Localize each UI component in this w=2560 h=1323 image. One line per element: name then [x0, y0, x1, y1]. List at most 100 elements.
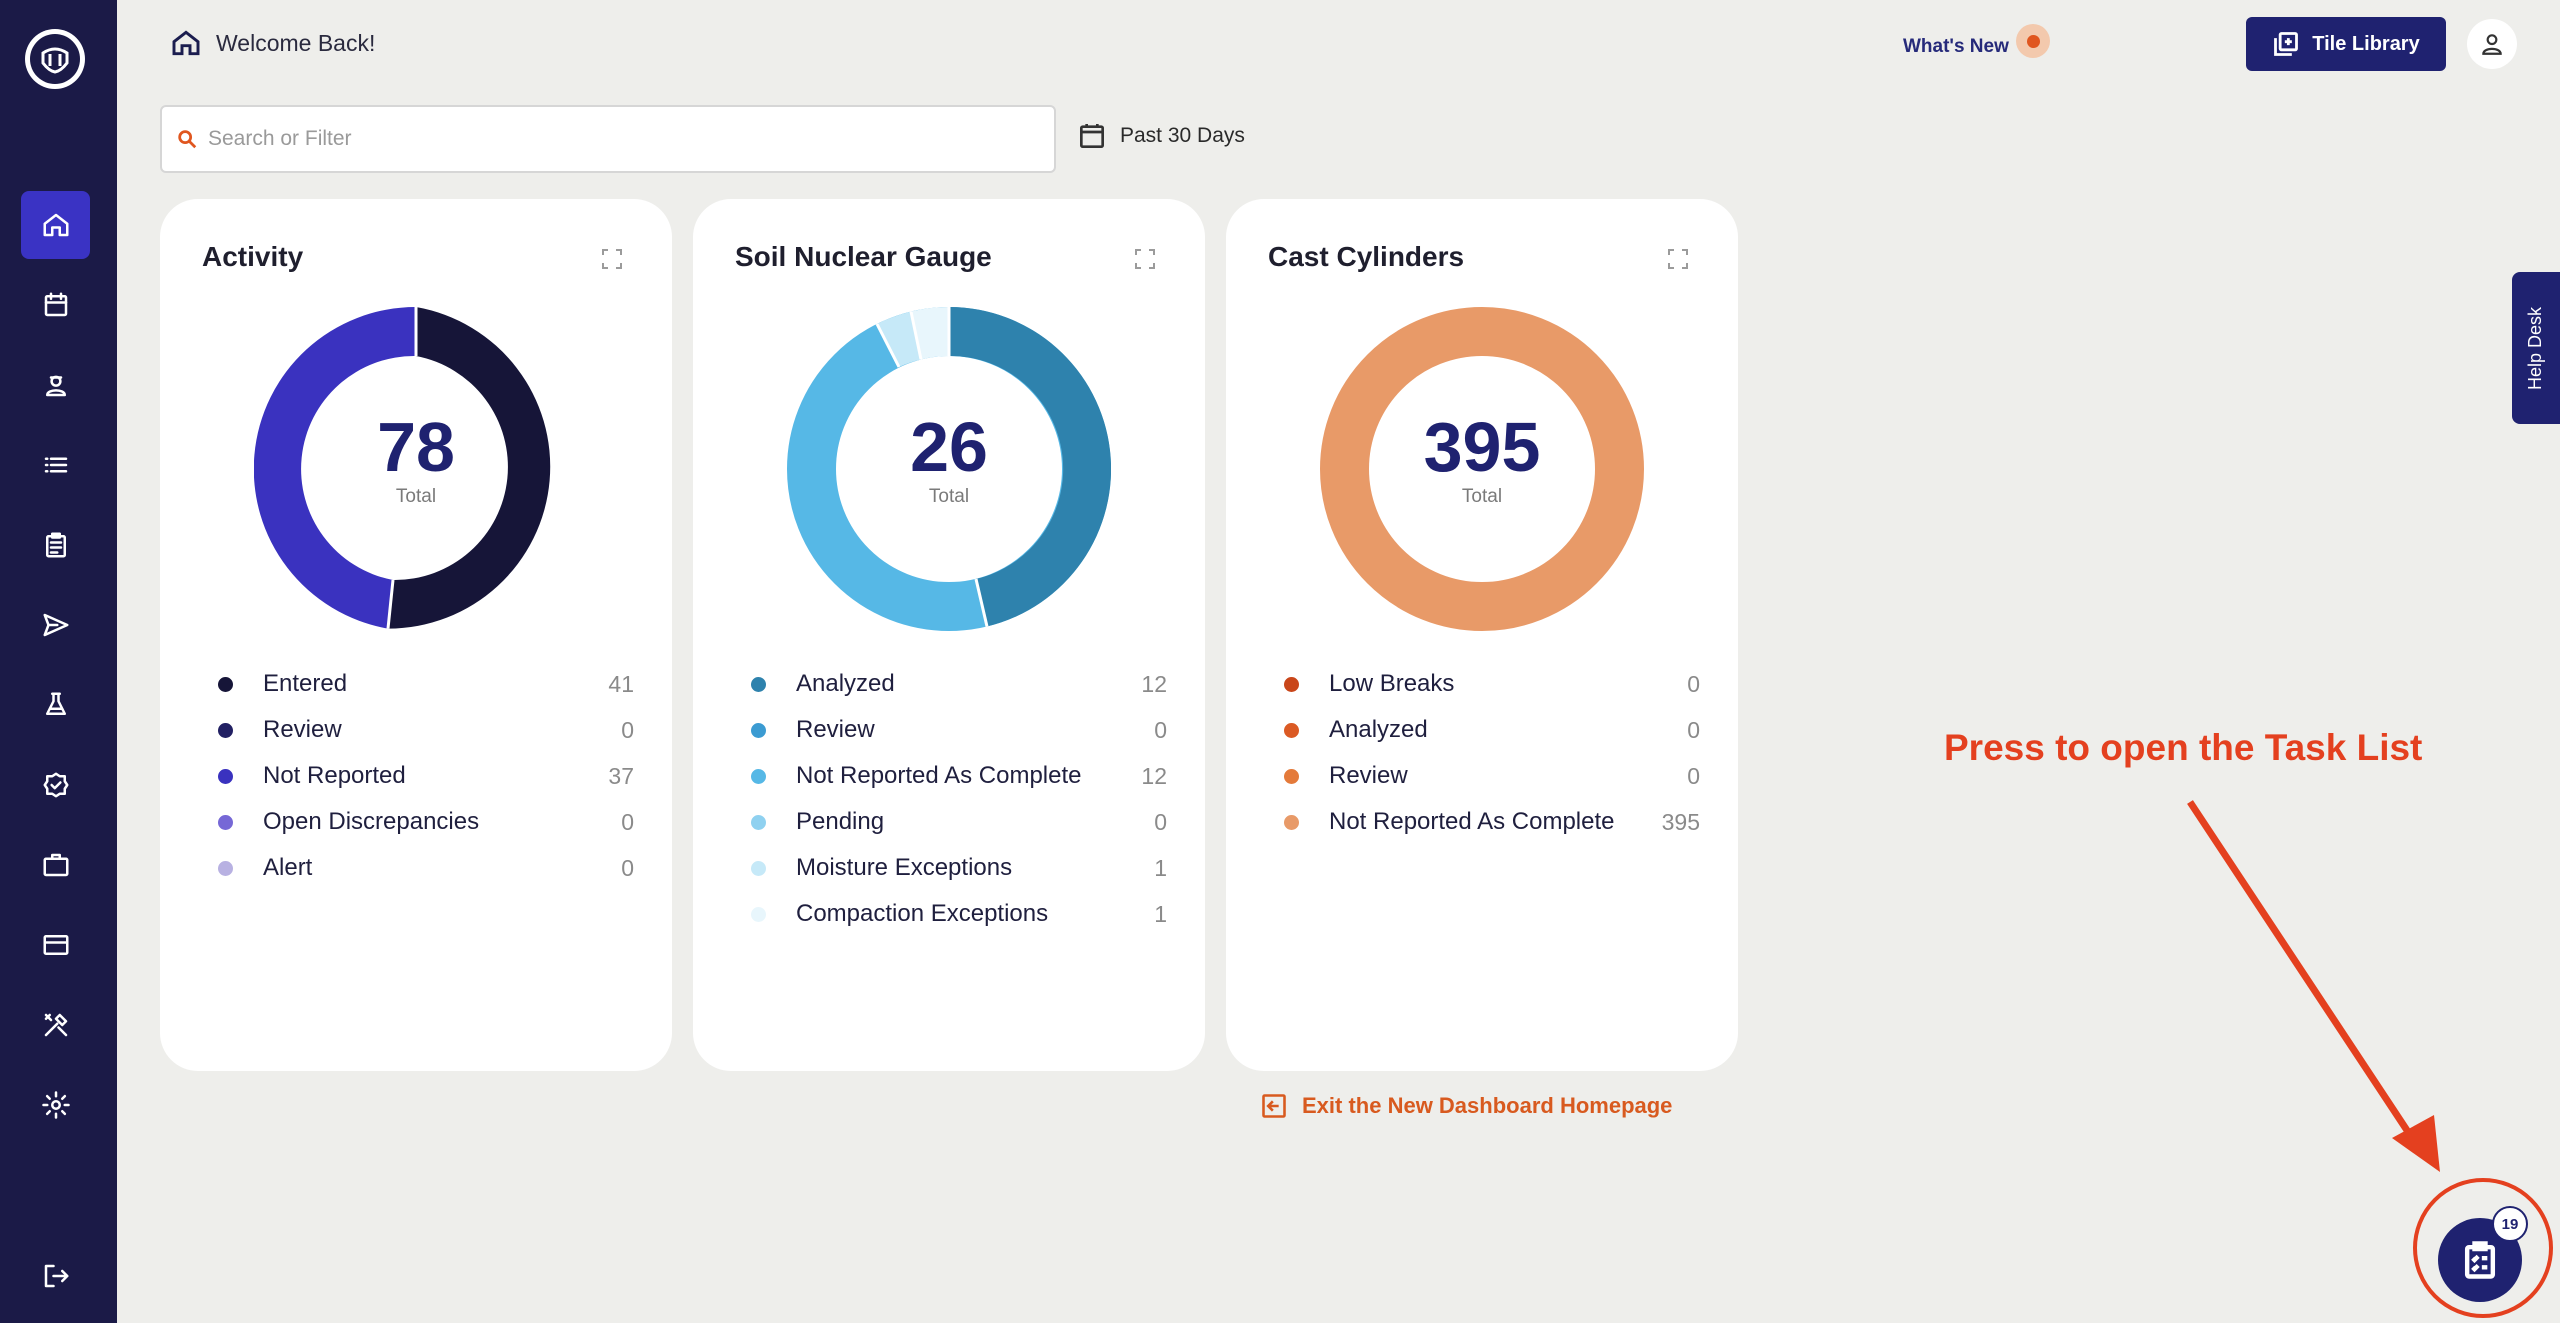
total-label: Total	[395, 486, 437, 507]
total-value: 26	[910, 408, 988, 486]
total-value: 78	[377, 408, 455, 486]
sidebar-item-list[interactable]	[21, 431, 90, 499]
legend-dot	[218, 860, 233, 876]
card-title: Soil Nuclear Gauge	[735, 241, 992, 272]
user-icon	[2482, 34, 2502, 55]
legend-label: Review	[263, 716, 342, 743]
welcome-text: Welcome Back!	[216, 29, 376, 56]
legend-item[interactable]: Analyzed 0	[1284, 707, 1700, 753]
legend-dot	[751, 906, 766, 922]
legend-label: Open Discrepancies	[263, 808, 480, 835]
legend-value: 0	[621, 716, 634, 743]
clipboard-icon	[45, 532, 66, 558]
sidebar-item-billing[interactable]	[21, 911, 90, 979]
app-logo[interactable]	[25, 29, 85, 89]
legend-value: 0	[621, 808, 634, 835]
sidebar-item-calendar[interactable]	[21, 271, 90, 339]
legend-item[interactable]: Alert 0	[218, 845, 634, 891]
sidebar-item-clipboard[interactable]	[21, 511, 90, 579]
exit-dashboard-link[interactable]: Exit the New Dashboard Homepage	[1260, 1092, 1672, 1120]
legend-dot	[218, 814, 233, 830]
legend-dot	[1284, 768, 1299, 784]
legend-value: 0	[1154, 808, 1167, 835]
legend-item[interactable]: Review 0	[751, 707, 1167, 753]
donut-segment-moisture	[877, 311, 921, 367]
gear-icon	[41, 1091, 70, 1119]
total-label: Total	[1461, 486, 1503, 507]
sidebar-item-lab[interactable]	[21, 671, 90, 739]
legend-value: 1	[1154, 854, 1167, 881]
legend-item[interactable]: Low Breaks 0	[1284, 661, 1700, 707]
cast-cylinders-card: Cast Cylinders 395 Total Low Breaks 0 An…	[1226, 199, 1738, 1071]
card-title: Cast Cylinders	[1268, 241, 1465, 272]
total-value: 395	[1423, 408, 1541, 486]
home-icon	[172, 30, 200, 56]
legend-label: Alert	[263, 854, 313, 881]
donut-segment-analyzed	[949, 306, 1112, 627]
donut-segment-not-reported	[253, 306, 416, 629]
legend-item[interactable]: Pending 0	[751, 799, 1167, 845]
sidebar-item-technician[interactable]	[21, 351, 90, 419]
legend-label: Compaction Exceptions	[796, 900, 1049, 927]
expand-icon[interactable]	[1135, 249, 1155, 269]
sidebar-item-logout[interactable]	[21, 1242, 90, 1310]
legend-item[interactable]: Not Reported As Complete 12	[751, 753, 1167, 799]
sidebar-item-verified[interactable]	[21, 751, 90, 819]
sidebar-item-settings[interactable]	[21, 1071, 90, 1139]
expand-icon[interactable]	[1668, 249, 1688, 269]
sidebar-item-home[interactable]	[21, 191, 90, 259]
legend-label: Pending	[796, 808, 885, 835]
expand-icon[interactable]	[602, 249, 622, 269]
legend-dot	[751, 722, 766, 738]
whats-new-link[interactable]: What's New	[1903, 36, 2009, 57]
search-bar	[160, 105, 1056, 173]
tile-library-label: Tile Library	[2312, 32, 2420, 55]
card-title: Activity	[202, 241, 304, 272]
logout-icon	[44, 1264, 68, 1288]
help-desk-tab[interactable]: Help Desk	[2512, 272, 2560, 424]
legend-dot	[1284, 814, 1299, 830]
send-icon	[43, 613, 68, 637]
legend-label: Analyzed	[1329, 716, 1428, 743]
activity-card: Activity 78 Total Entered 41 Review 0 No…	[160, 199, 672, 1071]
legend-item[interactable]: Review 0	[1284, 753, 1700, 799]
legend-item[interactable]: Open Discrepancies 0	[218, 799, 634, 845]
legend-value: 41	[608, 670, 634, 697]
legend-item[interactable]: Review 0	[218, 707, 634, 753]
tile-library-button[interactable]: Tile Library	[2246, 17, 2446, 71]
search-icon	[178, 130, 197, 149]
legend-dot	[218, 722, 233, 738]
notification-dot-icon[interactable]	[2016, 24, 2050, 58]
sidebar-item-tools[interactable]	[21, 991, 90, 1059]
sidebar-item-briefcase[interactable]	[21, 831, 90, 899]
legend-label: Low Breaks	[1329, 670, 1455, 697]
date-range-filter[interactable]: Past 30 Days	[1076, 120, 1245, 152]
legend-dot	[751, 814, 766, 830]
task-list-icon	[2464, 1241, 2496, 1279]
legend-label: Not Reported	[263, 762, 406, 789]
soil-nuclear-gauge-card: Soil Nuclear Gauge 26 Total Analyzed 12 …	[693, 199, 1205, 1071]
annotation-text: Press to open the Task List	[1944, 727, 2423, 768]
calendar-icon	[44, 292, 67, 317]
home-icon	[43, 213, 68, 237]
legend-dot	[218, 768, 233, 784]
legend-item[interactable]: Analyzed 12	[751, 661, 1167, 707]
add-tile-icon	[2274, 32, 2299, 56]
legend-value: 37	[608, 762, 634, 789]
legend-item[interactable]: Not Reported As Complete 395	[1284, 799, 1700, 845]
legend-dot	[751, 676, 766, 692]
legend-item[interactable]: Compaction Exceptions 1	[751, 891, 1167, 937]
legend-item[interactable]: Not Reported 37	[218, 753, 634, 799]
logo-icon	[41, 47, 69, 74]
donut-segment-compaction	[911, 306, 949, 360]
legend-value: 0	[1687, 762, 1700, 789]
legend-label: Analyzed	[796, 670, 895, 697]
search-input[interactable]	[208, 127, 1008, 151]
legend-item[interactable]: Moisture Exceptions 1	[751, 845, 1167, 891]
verified-badge-icon	[43, 772, 68, 798]
legend: Low Breaks 0 Analyzed 0 Review 0 Not Rep…	[1284, 661, 1700, 845]
sidebar-item-send[interactable]	[21, 591, 90, 659]
legend-item[interactable]: Entered 41	[218, 661, 634, 707]
credit-card-icon	[43, 935, 68, 955]
user-profile-button[interactable]	[2467, 19, 2517, 69]
